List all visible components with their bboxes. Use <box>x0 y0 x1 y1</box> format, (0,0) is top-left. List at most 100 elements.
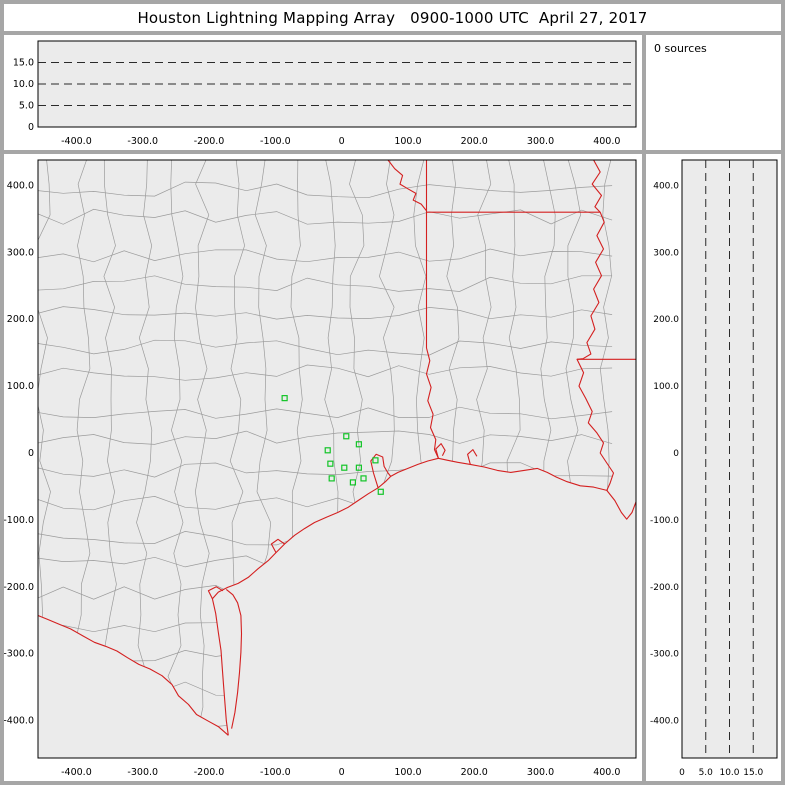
x-axis-ticks: -400.0 -300.0 -200.0 -100.0 0 100.0 200.0 300.0… <box>61 767 620 778</box>
panel-ns-chart: 400.0 300.0 200.0 100.0 0 -100.0 -200.0 -300.0 -… <box>650 159 778 778</box>
panel-map-chart: 400.0 300.0 200.0 100.0 0 -100.0 -200.0 -300.0 -… <box>4 159 637 778</box>
tick-label: 400.0 <box>7 180 34 191</box>
mississippi-river <box>576 159 615 491</box>
tick-label: 0 <box>339 767 345 778</box>
lma-station-marker <box>343 433 350 440</box>
bay-outline <box>270 538 285 553</box>
tick-label: 0 <box>28 448 34 459</box>
state-boundaries <box>37 159 637 736</box>
lma-station-marker <box>355 464 362 471</box>
county-line <box>38 208 613 225</box>
barrier-island <box>225 588 243 729</box>
x-axis-ticks: -400.0 -300.0 -200.0 -100.0 0 100.0 200.0 300.0… <box>61 136 620 147</box>
tick-label: -100.0 <box>260 767 291 778</box>
county-line <box>167 160 184 736</box>
county-line <box>38 275 613 292</box>
bay-outline <box>467 449 478 465</box>
red-river <box>387 159 427 212</box>
top-row: 15.0 10.0 5.0 0 -400.0 -300.0 -200.0 -100.0 0 100… <box>4 35 781 150</box>
tick-label: -200.0 <box>4 582 34 593</box>
tick-label: 400.0 <box>593 136 620 147</box>
tick-label: -200.0 <box>650 583 679 593</box>
tick-label: 300.0 <box>527 767 554 778</box>
altitude-gridlines <box>705 160 754 758</box>
tick-label: 10.0 <box>13 79 34 90</box>
county-line <box>136 160 153 736</box>
county-line <box>38 406 613 420</box>
tick-label: 15.0 <box>743 768 763 778</box>
tick-label: -300.0 <box>4 649 34 660</box>
main-row: 400.0 300.0 200.0 100.0 0 -100.0 -200.0 -300.0 -… <box>4 154 781 781</box>
tick-label: 15.0 <box>13 58 34 69</box>
plan-map-panel: 400.0 300.0 200.0 100.0 0 -100.0 -200.0 -300.0 -… <box>4 154 642 781</box>
tick-label: 200.0 <box>653 315 679 325</box>
ns-altitude-panel: 400.0 300.0 200.0 100.0 0 -100.0 -200.0 -300.0 -… <box>646 154 781 781</box>
altitude-gridlines <box>38 62 636 106</box>
plot-area <box>38 160 636 758</box>
county-line <box>38 181 613 199</box>
tick-label: -400.0 <box>4 716 34 727</box>
plot-frame <box>37 159 637 759</box>
tick-label: 0 <box>673 449 679 459</box>
tick-label: 300.0 <box>527 136 554 147</box>
tick-label: 200.0 <box>7 314 34 325</box>
tick-label: 10.0 <box>719 768 739 778</box>
tick-label: 5.0 <box>699 768 714 778</box>
county-line <box>38 248 613 263</box>
tick-label: 100.0 <box>394 767 421 778</box>
tick-label: 100.0 <box>653 382 679 392</box>
lma-station-marker <box>355 441 362 448</box>
tick-label: 300.0 <box>7 247 34 258</box>
y-axis-ticks: 15.0 10.0 5.0 0 <box>13 58 34 134</box>
y-axis-ticks: 400.0 300.0 200.0 100.0 0 -100.0 -200.0 -300.0 -… <box>4 180 34 726</box>
lma-station-marker <box>341 464 348 471</box>
coastline <box>211 457 637 736</box>
tick-label: -300.0 <box>127 136 158 147</box>
county-line <box>194 160 210 736</box>
tick-label: 5.0 <box>19 101 34 112</box>
tick-label: -400.0 <box>61 136 92 147</box>
stations-group <box>281 395 384 495</box>
tick-label: -400.0 <box>650 717 679 727</box>
tick-label: -100.0 <box>260 136 291 147</box>
tick-label: -300.0 <box>650 650 679 660</box>
window-title: Houston Lightning Mapping Array 0900-100… <box>137 8 648 27</box>
lma-station-marker <box>360 475 367 482</box>
tick-label: 0 <box>28 122 34 133</box>
lma-station-marker <box>327 460 334 467</box>
title-bar: Houston Lightning Mapping Array 0900-100… <box>4 4 781 31</box>
county-line <box>103 160 117 736</box>
tick-label: 300.0 <box>653 248 679 258</box>
rio-grande <box>37 614 229 736</box>
x-axis-ticks: 0 5.0 10.0 15.0 <box>679 768 763 778</box>
lma-station-marker <box>372 457 379 464</box>
tick-label: 200.0 <box>461 136 488 147</box>
tick-label: 400.0 <box>653 181 679 191</box>
y-axis-ticks: 400.0 300.0 200.0 100.0 0 -100.0 -200.0 -300.0 -… <box>650 181 679 726</box>
tick-label: -100.0 <box>4 515 34 526</box>
tick-label: 200.0 <box>461 767 488 778</box>
tick-label: 100.0 <box>7 381 34 392</box>
county-line <box>38 364 613 381</box>
panel-ew-chart: 15.0 10.0 5.0 0 -400.0 -300.0 -200.0 -100.0 0 100… <box>13 40 637 147</box>
tick-label: 0 <box>339 136 345 147</box>
sources-count-panel: 0 sources <box>646 35 781 150</box>
lma-station-marker <box>377 488 384 495</box>
tick-label: -100.0 <box>650 516 679 526</box>
county-line <box>38 430 613 445</box>
state-border <box>425 347 439 459</box>
tick-label: 0 <box>679 768 685 778</box>
tick-label: 100.0 <box>394 136 421 147</box>
lma-station-marker <box>281 395 288 402</box>
bay-outline <box>435 443 446 459</box>
county-line <box>38 306 613 320</box>
lma-station-marker <box>349 479 357 486</box>
tick-label: -200.0 <box>194 136 225 147</box>
tick-label: -300.0 <box>127 767 158 778</box>
ew-altitude-panel: 15.0 10.0 5.0 0 -400.0 -300.0 -200.0 -100.0 0 100… <box>4 35 642 150</box>
tick-label: -400.0 <box>61 767 92 778</box>
bay-outline <box>370 453 392 488</box>
lma-station-marker <box>328 475 335 482</box>
county-line <box>38 339 613 356</box>
